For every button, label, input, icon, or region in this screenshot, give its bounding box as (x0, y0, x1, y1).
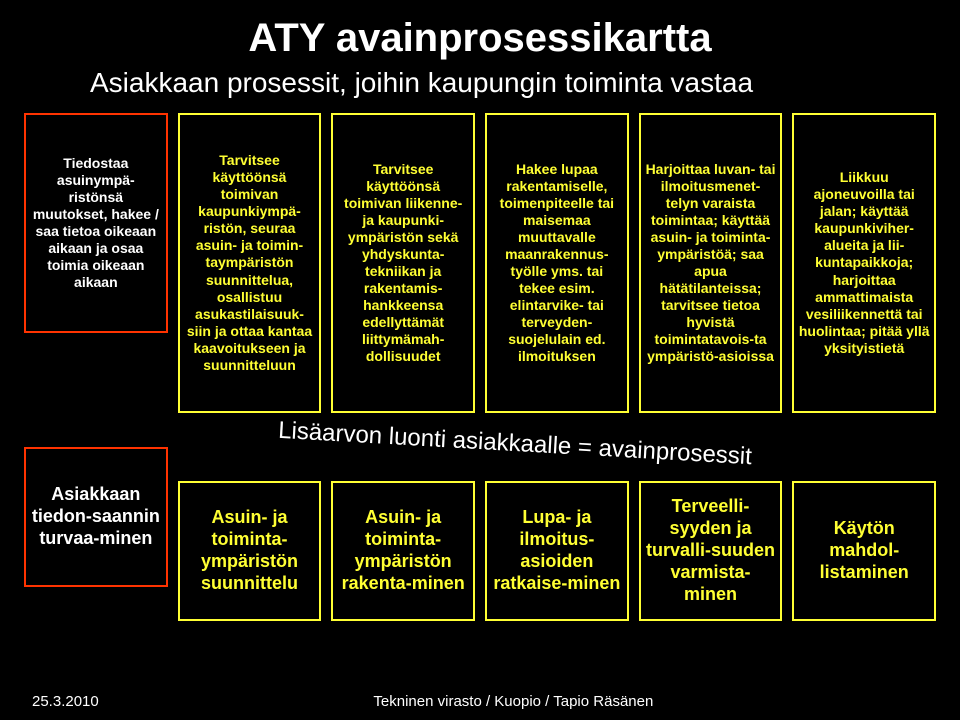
top-box-3: Hakee lupaa rakentamiselle, toimenpiteel… (485, 113, 629, 413)
footer-org: Tekninen virasto / Kuopio / Tapio Räsäne… (373, 693, 653, 710)
top-box-0: Tiedostaa asuinympä-ristönsä muutokset, … (24, 113, 168, 333)
top-row: Tiedostaa asuinympä-ristönsä muutokset, … (20, 113, 940, 413)
top-box-5: Liikkuu ajoneuvoilla tai jalan; käyttää … (792, 113, 936, 413)
top-box-1: Tarvitsee käyttöönsä toimivan kaupunkiym… (178, 113, 322, 413)
bottom-box-5: Käytön mahdol-listaminen (792, 481, 936, 621)
bottom-row: Asiakkaan tiedon-saannin turvaa-minen As… (20, 481, 940, 621)
slide-subtitle: Asiakkaan prosessit, joihin kaupungin to… (20, 61, 940, 113)
bottom-box-1: Asuin- ja toiminta-ympäristön suunnittel… (178, 481, 322, 621)
slide: ATY avainprosessikartta Asiakkaan proses… (0, 0, 960, 720)
slide-title: ATY avainprosessikartta (20, 10, 940, 61)
footer: 25.3.2010 Tekninen virasto / Kuopio / Ta… (0, 693, 960, 710)
bottom-box-0: Asiakkaan tiedon-saannin turvaa-minen (24, 447, 168, 587)
bottom-box-3: Lupa- ja ilmoitus-asioiden ratkaise-mine… (485, 481, 629, 621)
footer-date: 25.3.2010 (32, 693, 99, 710)
top-box-4: Harjoittaa luvan- tai ilmoitusmenet-tely… (639, 113, 783, 413)
bottom-box-4: Terveelli-syyden ja turvalli-suuden varm… (639, 481, 783, 621)
top-box-2: Tarvitsee käyttöönsä toimivan liikenne- … (331, 113, 475, 413)
bottom-box-2: Asuin- ja toiminta-ympäristön rakenta-mi… (331, 481, 475, 621)
